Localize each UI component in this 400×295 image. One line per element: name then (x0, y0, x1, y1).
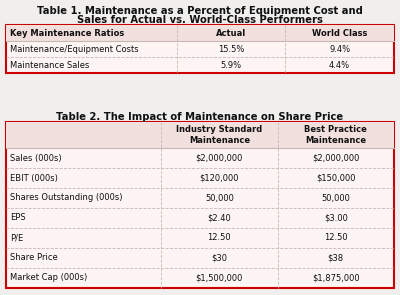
Text: P/E: P/E (10, 234, 23, 242)
Text: World Class: World Class (312, 29, 367, 37)
Text: 4.4%: 4.4% (329, 60, 350, 70)
Text: Table 2. The Impact of Maintenance on Share Price: Table 2. The Impact of Maintenance on Sh… (56, 112, 344, 122)
Text: Table 1. Maintenance as a Percent of Equipment Cost and: Table 1. Maintenance as a Percent of Equ… (37, 6, 363, 16)
Text: 15.5%: 15.5% (218, 45, 244, 53)
Text: Key Maintenance Ratios: Key Maintenance Ratios (10, 29, 124, 37)
Bar (6, 122, 394, 288)
Text: 12.50: 12.50 (324, 234, 348, 242)
Text: $120,000: $120,000 (200, 173, 239, 183)
Text: $38: $38 (328, 253, 344, 263)
Text: 50,000: 50,000 (205, 194, 234, 202)
Text: EBIT (000s): EBIT (000s) (10, 173, 58, 183)
Bar (6, 25, 394, 41)
Text: $1,500,000: $1,500,000 (196, 273, 243, 283)
Text: Actual: Actual (216, 29, 246, 37)
Bar (6, 122, 394, 148)
Text: Best Practice
Maintenance: Best Practice Maintenance (304, 125, 367, 145)
Text: 50,000: 50,000 (321, 194, 350, 202)
Text: Market Cap (000s): Market Cap (000s) (10, 273, 87, 283)
Text: $30: $30 (211, 253, 227, 263)
Text: Sales (000s): Sales (000s) (10, 153, 62, 163)
Text: 5.9%: 5.9% (220, 60, 242, 70)
Text: Share Price: Share Price (10, 253, 58, 263)
Text: $2,000,000: $2,000,000 (196, 153, 243, 163)
Text: Maintenance Sales: Maintenance Sales (10, 60, 89, 70)
Text: EPS: EPS (10, 214, 26, 222)
Text: 9.4%: 9.4% (329, 45, 350, 53)
Text: Industry Standard
Maintenance: Industry Standard Maintenance (176, 125, 262, 145)
Text: Maintenance/Equipment Costs: Maintenance/Equipment Costs (10, 45, 139, 53)
Text: $2.40: $2.40 (208, 214, 231, 222)
Text: 12.50: 12.50 (208, 234, 231, 242)
Text: Sales for Actual vs. World-Class Performers: Sales for Actual vs. World-Class Perform… (77, 15, 323, 25)
Text: $2,000,000: $2,000,000 (312, 153, 360, 163)
Text: $3.00: $3.00 (324, 214, 348, 222)
Text: $150,000: $150,000 (316, 173, 356, 183)
Text: Shares Outstanding (000s): Shares Outstanding (000s) (10, 194, 122, 202)
Text: $1,875,000: $1,875,000 (312, 273, 360, 283)
Bar (6, 25, 394, 73)
